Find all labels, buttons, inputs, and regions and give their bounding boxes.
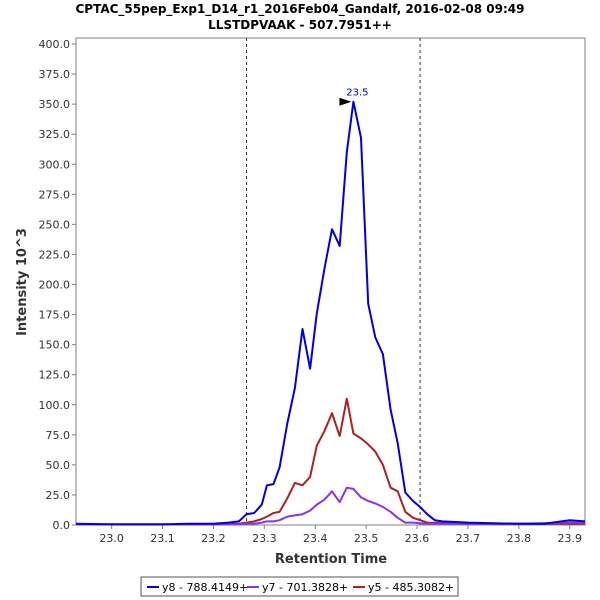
legend-box bbox=[140, 576, 459, 597]
x-tick-label: 23.1 bbox=[150, 532, 175, 545]
legend: y8 - 788.4149+ y7 - 701.3828+ y5 - 485.308… bbox=[140, 576, 459, 597]
x-tick-label: 23.0 bbox=[99, 532, 124, 545]
chart-title: CPTAC_55pep_Exp1_D14_r1_2016Feb04_Gandal… bbox=[75, 2, 524, 17]
x-tick-label: 23.2 bbox=[201, 532, 226, 545]
x-tick-label: 23.4 bbox=[303, 532, 328, 545]
y-tick-label: 375.0 bbox=[39, 68, 71, 81]
y-tick-label: 50.0 bbox=[46, 459, 71, 472]
x-tick-label: 23.5 bbox=[354, 532, 379, 545]
y-axis: 0.0 25.0 50.0 75.0 100.0 125.0 150.0 175.0 200.0… bbox=[39, 38, 76, 532]
y-tick-label: 300.0 bbox=[39, 158, 71, 171]
y-tick-label: 100.0 bbox=[39, 399, 71, 412]
peak-annotation: 23.5 bbox=[339, 88, 369, 106]
y-tick-label: 125.0 bbox=[39, 369, 71, 382]
legend-label: y8 - 788.4149+ bbox=[162, 581, 248, 594]
x-axis: 23.0 23.1 23.2 23.3 23.4 23.5 23.6 23.7 23.8 23.9 bbox=[99, 525, 582, 545]
y-tick-label: 350.0 bbox=[39, 98, 71, 111]
peak-label: 23.5 bbox=[346, 88, 368, 99]
y-tick-label: 75.0 bbox=[46, 429, 71, 442]
y-tick-label: 200.0 bbox=[39, 279, 71, 292]
x-tick-label: 23.9 bbox=[557, 532, 582, 545]
x-tick-label: 23.8 bbox=[507, 532, 532, 545]
y-tick-label: 0.0 bbox=[53, 519, 71, 532]
chart-subtitle: LLSTDPVAAK - 507.7951++ bbox=[208, 18, 392, 32]
series-line bbox=[76, 397, 585, 526]
y-tick-label: 25.0 bbox=[46, 489, 71, 502]
x-axis-label: Retention Time bbox=[275, 552, 387, 567]
y-tick-label: 325.0 bbox=[39, 128, 71, 141]
plot-area bbox=[75, 37, 586, 526]
series-line bbox=[76, 486, 585, 526]
legend-label: y5 - 485.3082+ bbox=[368, 581, 454, 594]
y-tick-label: 400.0 bbox=[39, 38, 71, 51]
x-tick-label: 23.7 bbox=[456, 532, 481, 545]
y-tick-label: 175.0 bbox=[39, 309, 71, 322]
peak-arrow-icon bbox=[339, 97, 352, 106]
series-line bbox=[75, 100, 586, 526]
y-tick-label: 275.0 bbox=[39, 188, 71, 201]
series-lines bbox=[75, 100, 586, 526]
y-tick-label: 250.0 bbox=[39, 218, 71, 231]
y-axis-label: Intensity 10^3 bbox=[15, 228, 30, 336]
y-tick-label: 225.0 bbox=[39, 248, 71, 261]
legend-label: y7 - 701.3828+ bbox=[262, 581, 348, 594]
x-tick-label: 23.6 bbox=[405, 532, 430, 545]
y-tick-label: 150.0 bbox=[39, 339, 71, 352]
x-tick-label: 23.3 bbox=[252, 532, 277, 545]
